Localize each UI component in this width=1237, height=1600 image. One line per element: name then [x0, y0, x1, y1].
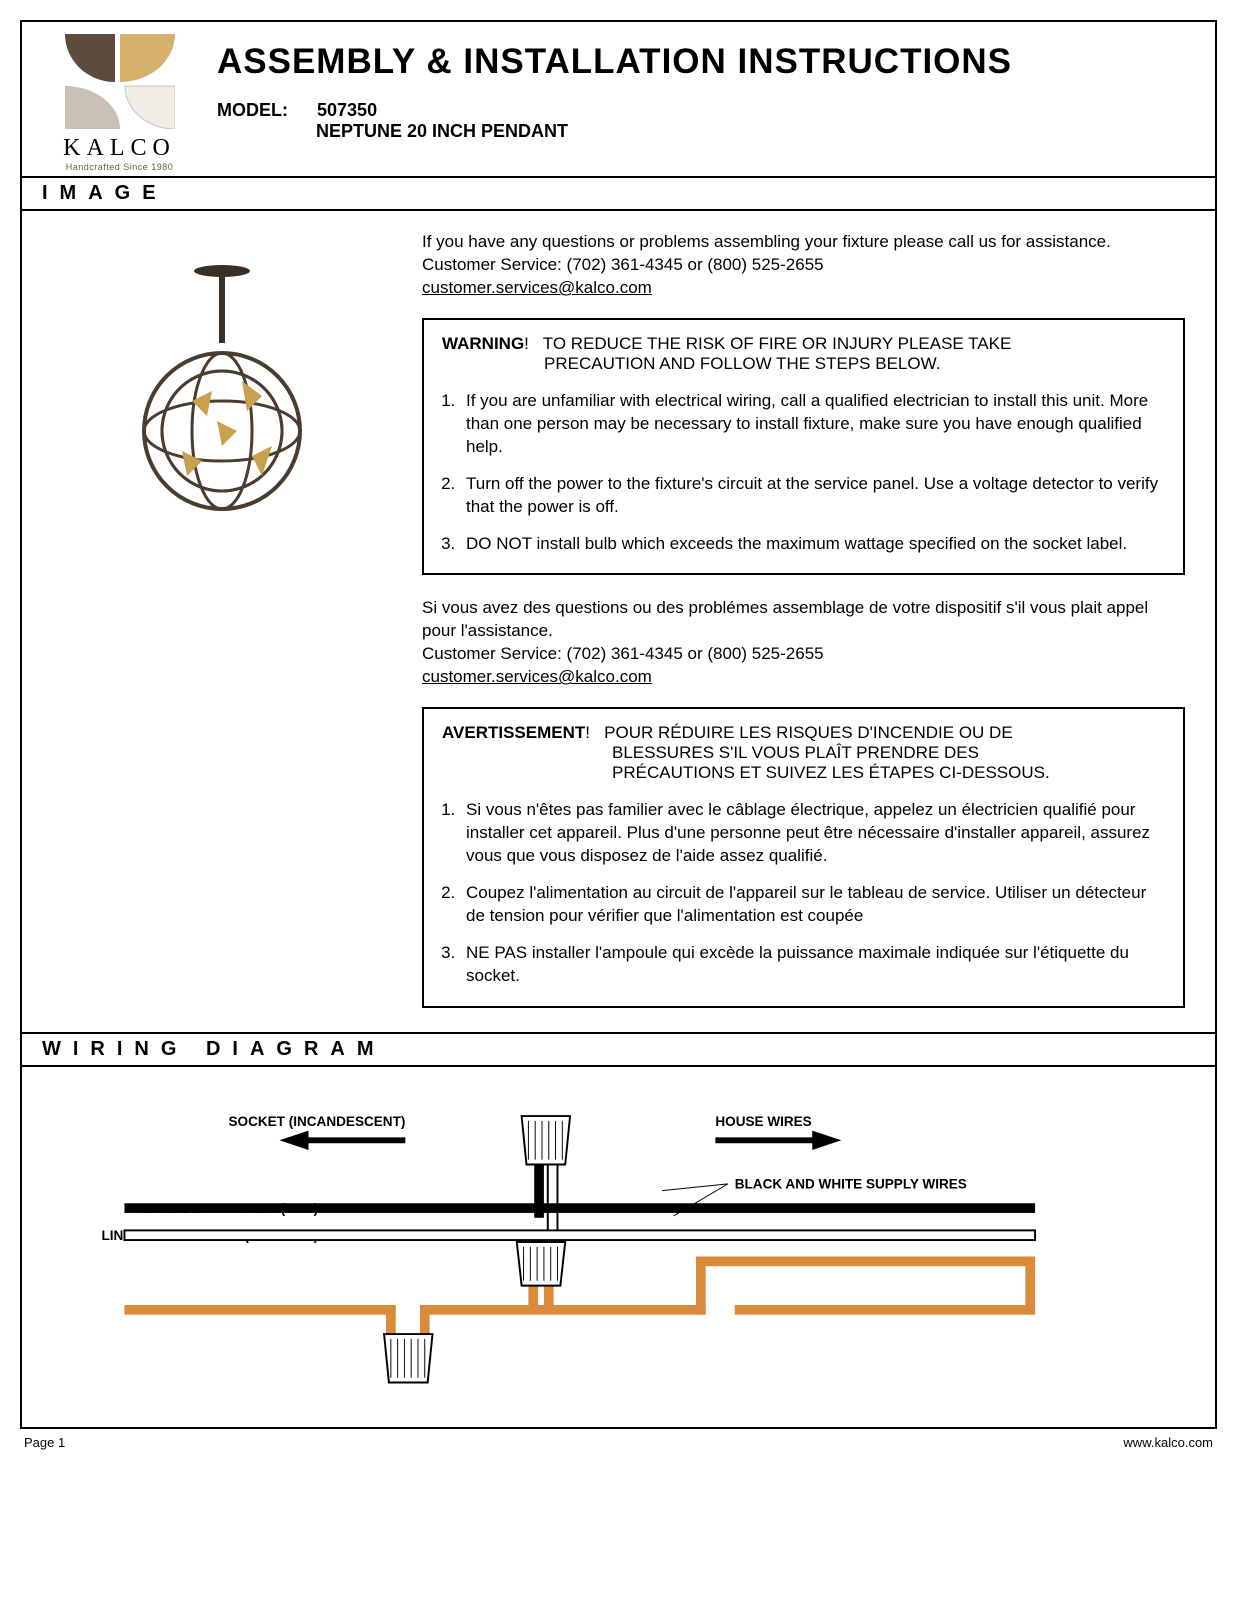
warn-step-fr-2: Coupez l'alimentation au circuit de l'ap… — [460, 882, 1165, 928]
brand-logo: KALCO Handcrafted Since 1980 — [42, 34, 197, 172]
warn-step-fr-1: Si vous n'êtes pas familier avec le câbl… — [460, 799, 1165, 868]
warning-box-en: WARNING! TO REDUCE THE RISK OF FIRE OR I… — [422, 318, 1185, 576]
warn-text-en-2: PRECAUTION AND FOLLOW THE STEPS BELOW. — [442, 354, 940, 374]
label-socket: SOCKET (INCANDESCENT) — [228, 1114, 405, 1129]
warn-steps-fr: Si vous n'êtes pas familier avec le câbl… — [442, 799, 1165, 988]
footer-url: www.kalco.com — [1123, 1435, 1213, 1450]
email-link-en[interactable]: customer.services@kalco.com — [422, 278, 652, 297]
wire-neutral — [124, 1230, 1035, 1240]
warn-step-en-2: Turn off the power to the fixture's circ… — [460, 473, 1165, 519]
brand-name: KALCO — [42, 135, 197, 162]
warn-text-en-1: TO REDUCE THE RISK OF FIRE OR INJURY PLE… — [543, 334, 1012, 353]
page-number: Page 1 — [24, 1435, 65, 1450]
footer: Page 1 www.kalco.com — [20, 1429, 1217, 1450]
warn-steps-en: If you are unfamiliar with electrical wi… — [442, 390, 1165, 556]
warn-label-en: WARNING — [442, 334, 524, 353]
intro-fr-line2: Customer Service: (702) 361-4345 or (800… — [422, 643, 1185, 666]
wire-connector-icon — [517, 1242, 565, 1286]
label-house: HOUSE WIRES — [715, 1114, 811, 1129]
product-image — [42, 231, 402, 1008]
intro-en: If you have any questions or problems as… — [422, 231, 1185, 300]
brand-tagline: Handcrafted Since 1980 — [42, 162, 197, 172]
intro-fr-line1: Si vous avez des questions ou des problé… — [422, 597, 1185, 643]
arrow-right-icon — [715, 1130, 841, 1149]
pendant-icon — [132, 261, 312, 521]
model-number: 507350 — [317, 100, 377, 120]
wire-hot — [124, 1203, 1035, 1213]
model-name: NEPTUNE 20 INCH PENDANT — [316, 121, 1012, 142]
model-label: MODEL: — [217, 100, 312, 121]
logo-icon — [65, 34, 175, 129]
warn-step-en-3: DO NOT install bulb which exceeds the ma… — [460, 533, 1165, 556]
warn-text-fr-2: BLESSURES S'IL VOUS PLAÎT PRENDRE DES — [442, 743, 979, 763]
wire-connector-icon — [522, 1116, 570, 1164]
page-title: ASSEMBLY & INSTALLATION INSTRUCTIONS — [217, 42, 1012, 82]
warn-step-fr-3: NE PAS installer l'ampoule qui excède la… — [460, 942, 1165, 988]
intro-en-line2: Customer Service: (702) 361-4345 or (800… — [422, 254, 1185, 277]
email-link-fr[interactable]: customer.services@kalco.com — [422, 667, 652, 686]
section-header-image: IMAGE — [22, 176, 1215, 211]
arrow-left-icon — [279, 1130, 405, 1149]
wiring-diagram: SOCKET (INCANDESCENT) HOUSE WIRES BLACK … — [22, 1067, 1215, 1427]
wire-connector-icon — [384, 1334, 432, 1382]
intro-fr: Si vous avez des questions ou des problé… — [422, 597, 1185, 689]
warn-text-fr-1: POUR RÉDUIRE LES RISQUES D'INCENDIE OU D… — [604, 723, 1012, 742]
section-header-wiring: WIRING DIAGRAM — [22, 1032, 1215, 1067]
header: KALCO Handcrafted Since 1980 ASSEMBLY & … — [22, 22, 1215, 176]
label-supply: BLACK AND WHITE SUPPLY WIRES — [735, 1176, 967, 1191]
wire-ground — [124, 1305, 395, 1315]
warning-box-fr: AVERTISSEMENT! POUR RÉDUIRE LES RISQUES … — [422, 707, 1185, 1008]
intro-en-line1: If you have any questions or problems as… — [422, 231, 1185, 254]
warn-text-fr-3: PRÉCAUTIONS ET SUIVEZ LES ÉTAPES CI-DESS… — [442, 763, 1050, 783]
warn-label-fr: AVERTISSEMENT — [442, 723, 585, 742]
warn-step-en-1: If you are unfamiliar with electrical wi… — [460, 390, 1165, 459]
